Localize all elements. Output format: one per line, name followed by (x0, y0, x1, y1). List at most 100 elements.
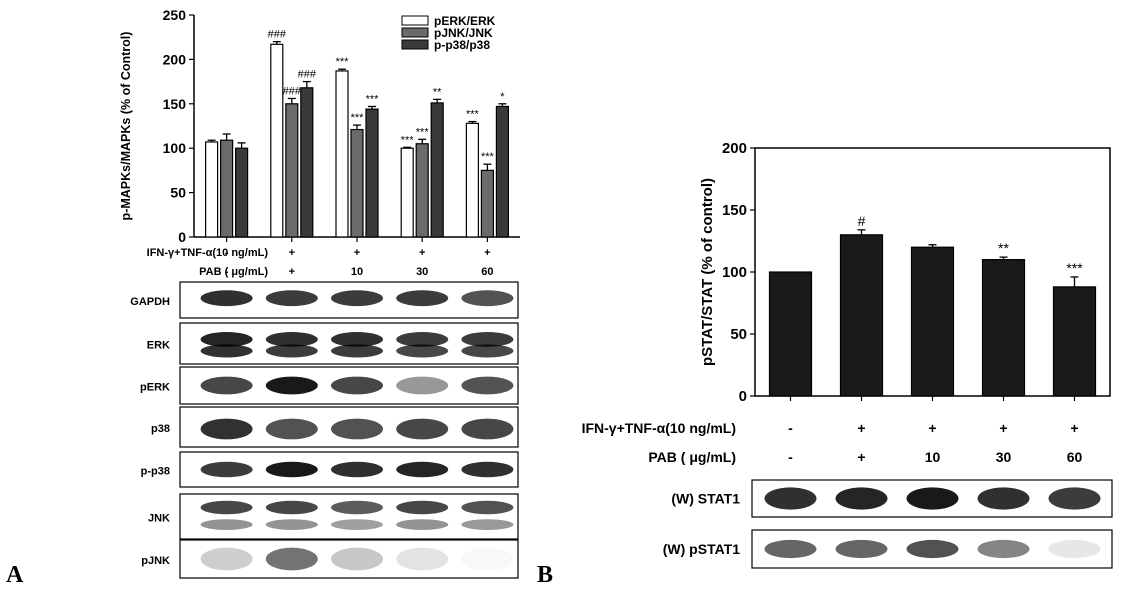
treatment-value: 30 (416, 266, 428, 278)
y-axis-title: p-MAPKs/MAPKs (% of Control) (119, 32, 133, 221)
blot-band (396, 547, 449, 571)
blot-band (906, 487, 959, 510)
blot-band (906, 539, 959, 559)
significance-label: ** (433, 86, 442, 98)
significance-label: # (858, 213, 866, 229)
y-tick-label: 200 (722, 140, 747, 157)
legend-swatch (401, 39, 429, 50)
treatment-value: 60 (1067, 449, 1083, 465)
significance-label: *** (466, 109, 480, 121)
blot-band (265, 519, 318, 530)
treatment-row-label: PAB ( μg/mL) (199, 266, 268, 278)
bar (270, 43, 284, 238)
blot-band (331, 500, 383, 515)
y-tick-label: 200 (163, 51, 187, 67)
legend-label: pJNK/JNK (434, 26, 493, 40)
treatment-value: - (788, 420, 793, 436)
y-tick-label: 250 (163, 7, 187, 23)
blot-band (1048, 539, 1101, 559)
significance-label: * (500, 91, 505, 103)
blot-band (461, 344, 514, 358)
treatment-value: + (419, 247, 425, 259)
significance-label: *** (1066, 260, 1083, 276)
legend-label: p-p38/p38 (434, 38, 490, 52)
blot-band (265, 290, 318, 307)
blot-band (461, 332, 514, 347)
blot-band (200, 418, 253, 440)
blot-band (200, 290, 253, 307)
blot-label: ERK (147, 340, 170, 352)
blot-band (764, 487, 817, 510)
legend-swatch (401, 27, 429, 38)
significance-label: ### (283, 85, 302, 97)
chart-b: 0 50 100 150 200 pSTAT/STAT (% of control) # **… (582, 140, 1111, 465)
blot-band (265, 332, 318, 347)
bar (430, 102, 444, 238)
treatment-value: - (225, 247, 229, 259)
y-tick-label: 150 (163, 96, 187, 112)
blot-band (200, 332, 253, 347)
significance-label: *** (336, 56, 350, 68)
bar (981, 259, 1026, 397)
blot-band (461, 290, 514, 307)
significance-label: *** (401, 134, 415, 146)
blot-label: pERK (140, 382, 170, 394)
blot-band (331, 332, 383, 347)
treatment-value: + (999, 420, 1007, 436)
y-tick-label: 50 (170, 185, 186, 201)
blot-band (200, 461, 253, 478)
legend-label: pERK/ERK (434, 14, 496, 28)
blot-band (331, 547, 383, 571)
blots-a: GAPDH ERK pERK p38 p-p38 JNK pJNK (130, 281, 519, 579)
y-tick-label: 100 (163, 140, 187, 156)
blot-band (977, 487, 1030, 510)
treatment-value: + (289, 266, 295, 278)
blot-band (265, 344, 318, 358)
significance-label: ** (998, 240, 1009, 256)
blot-band (396, 376, 449, 395)
treatment-value: + (857, 449, 865, 465)
significance-label: *** (366, 93, 380, 105)
significance-label: *** (351, 112, 365, 124)
blot-band (396, 418, 449, 440)
blot-label: JNK (148, 513, 170, 525)
blot-band (200, 519, 253, 530)
blot-band (331, 519, 383, 530)
blot-band (835, 539, 888, 559)
treatment-value: + (857, 420, 865, 436)
blot-band (200, 547, 253, 571)
significance-label: *** (416, 126, 430, 138)
y-axis-title: pSTAT/STAT (% of control) (699, 178, 716, 366)
blot-band (461, 519, 514, 530)
bar (300, 87, 314, 238)
y-tick-label: 100 (722, 264, 747, 281)
blot-band (977, 539, 1030, 559)
bar (235, 147, 249, 238)
blot-band (265, 500, 318, 515)
bar (495, 105, 509, 238)
blot-label: p-p38 (141, 466, 170, 478)
blot-band (764, 539, 817, 559)
bar (285, 103, 299, 238)
bar (415, 143, 429, 238)
blot-band (200, 500, 253, 515)
blot-band (265, 376, 318, 395)
blot-band (396, 344, 449, 358)
blot-band (331, 376, 383, 395)
treatment-value: + (928, 420, 936, 436)
blot-band (265, 547, 318, 571)
treatment-value: + (484, 247, 490, 259)
bar (465, 122, 479, 238)
treatment-value: - (788, 449, 793, 465)
blot-band (461, 548, 513, 571)
blot-label: (W) STAT1 (671, 491, 740, 507)
blot-label: pJNK (141, 555, 170, 567)
blot-band (461, 376, 514, 395)
bar (839, 234, 884, 397)
treatment-row-label: IFN-γ+TNF-α(10 ng/mL) (147, 247, 269, 259)
treatment-value: + (1070, 420, 1078, 436)
panel-label-b: B (537, 562, 553, 588)
bar (910, 246, 955, 397)
blot-label: p38 (151, 423, 170, 435)
